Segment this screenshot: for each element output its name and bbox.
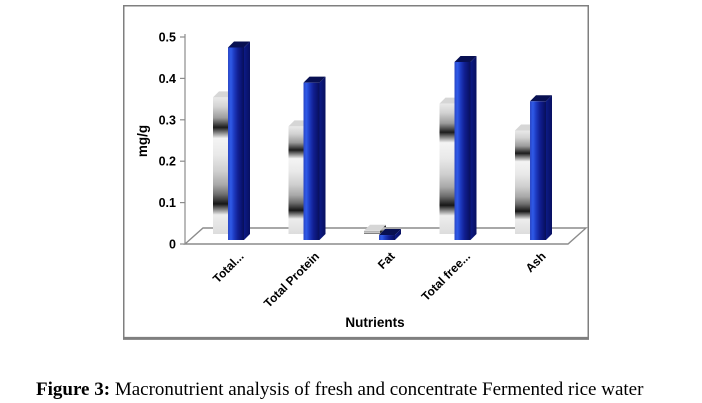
bar-blue-top [228,41,250,48]
x-category-label: Total... [210,249,247,286]
bar-silver-front [288,126,305,234]
bar-blue-side [319,76,326,241]
bar-silver-top [364,224,386,231]
y-axis-title: mg/g [135,125,150,157]
x-category-label: Total Protein [261,249,322,310]
bar-blue-side [546,95,552,240]
bar-blue-side [470,55,477,241]
bar-blue-front [454,61,471,241]
y-tick-label: 0 [169,238,176,252]
y-tick-label: 0.1 [159,196,176,210]
bar-silver-front [515,130,531,234]
y-tick-label: 0.2 [159,155,176,169]
bar-blue-front [530,101,546,240]
bar-blue-front [228,47,244,240]
bar-blue-side [244,41,250,240]
bar-blue-front [303,82,320,241]
x-category-label: Total free... [419,249,474,304]
bar-blue-top [454,55,477,62]
figure-caption-label: Figure 3: [36,379,111,400]
bar-chart: 0 0.1 0.2 0.3 0.4 0.5 mg/g Total... Total Protei… [123,5,589,340]
bar-silver-front [364,230,380,234]
bar-silver-front [439,103,456,234]
figure-caption-text: Macronutrient analysis of fresh and conc… [110,379,644,400]
x-axis-title: Nutrients [345,315,404,330]
x-category-label: Ash [523,249,549,275]
x-category-label: Fat [375,249,398,272]
bar-silver-side [380,224,386,234]
bar-blue-side [395,229,401,240]
bar-blue-top [303,76,326,83]
chart-frame: 0 0.1 0.2 0.3 0.4 0.5 mg/g Total... Total Protei… [123,5,589,340]
bar-blue-top [530,95,552,102]
y-tick-label: 0.5 [159,31,176,45]
bar-blue-front [379,235,395,240]
bar-silver-front [213,97,229,234]
y-tick-label: 0.3 [159,113,176,127]
figure-caption: Figure 3: Macronutrient analysis of fres… [36,379,686,401]
y-tick-label: 0.4 [159,72,176,86]
bar-blue-top [379,229,401,236]
